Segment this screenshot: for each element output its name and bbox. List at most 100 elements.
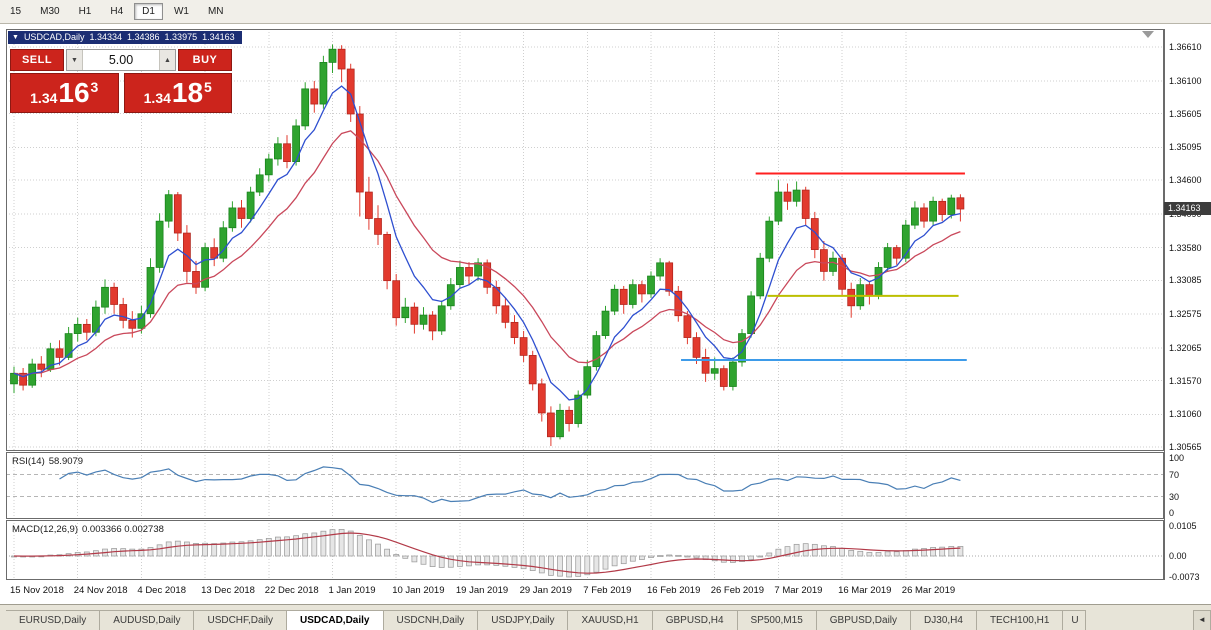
chart-tab-xauusd-h1[interactable]: XAUUSD,H1 [567, 610, 653, 630]
macd-histogram [11, 529, 964, 578]
sell-price-point: 3 [90, 79, 99, 95]
time-axis-label: 29 Jan 2019 [519, 585, 572, 596]
timeframe-button-h4[interactable]: H4 [102, 3, 131, 20]
ohlc-close: 1.34163 [202, 32, 235, 42]
rsi-name: RSI(14) [12, 456, 45, 467]
macd-label: MACD(12,26,9) 0.003366 0.002738 [12, 524, 168, 535]
chart-tab-bar: EURUSD,Daily AUDUSD,Daily USDCHF,Daily USDC… [0, 604, 1211, 630]
ma-fast-line [13, 85, 961, 401]
time-axis-label: 26 Mar 2019 [901, 585, 956, 596]
rsi-label: RSI(14) 58.9079 [12, 456, 87, 467]
macd-scale-label: 0.0105 [1169, 521, 1197, 531]
price-scale-label: 1.30565 [1169, 442, 1202, 453]
price-scale-label: 1.32575 [1169, 309, 1202, 320]
macd-values: 0.003366 0.002738 [82, 524, 164, 535]
price-scale-label: 1.32065 [1169, 342, 1202, 353]
rsi-line [59, 466, 961, 504]
rsi-scale-label: 100 [1169, 453, 1185, 463]
time-axis-label: 16 Feb 2019 [647, 585, 701, 596]
chart-tab-audusd-daily[interactable]: AUDUSD,Daily [99, 610, 195, 630]
time-axis-label: 19 Jan 2019 [455, 585, 509, 596]
buy-price-display[interactable]: 1.34 18 5 [123, 73, 232, 113]
ohlc-high: 1.34386 [127, 32, 160, 42]
rsi-scale-label: 30 [1169, 491, 1180, 502]
chart-tab-gbpusd-h4[interactable]: GBPUSD,H4 [651, 610, 738, 630]
timeframe-button-m30[interactable]: M30 [32, 3, 67, 20]
current-price-badge: 1.34163 [1164, 202, 1211, 216]
time-axis[interactable]: 15 Nov 2018 24 Nov 2018 4 Dec 2018 13 Dec 2… [0, 581, 1211, 603]
sell-button[interactable]: SELL [10, 49, 64, 71]
time-axis-label: 15 Nov 2018 [10, 585, 64, 596]
price-scale-label: 1.34600 [1169, 175, 1202, 186]
rsi-value: 58.9079 [48, 456, 84, 467]
rsi-scale-label: 0 [1169, 508, 1175, 518]
chart-title-bar: ▼ USDCAD,Daily 1.34334 1.34386 1.33975 1… [8, 31, 242, 44]
sell-price-display[interactable]: 1.34 16 3 [10, 73, 119, 113]
chart-tab-usdcnh-daily[interactable]: USDCNH,Daily [382, 610, 479, 630]
ohlc-open: 1.34334 [89, 32, 122, 42]
time-axis-label: 7 Feb 2019 [583, 585, 632, 596]
timeframe-button-d1[interactable]: D1 [134, 3, 163, 20]
chart-tab-u[interactable]: U [1062, 610, 1087, 630]
timeframe-button-mn[interactable]: MN [200, 3, 232, 20]
buy-price-prefix: 1.34 [143, 89, 171, 106]
volume-control: ▼ 5.00 ▲ [66, 49, 176, 71]
chart-symbol-period: USDCAD,Daily [23, 32, 85, 42]
price-scale-label: 1.36610 [1169, 42, 1202, 53]
chart-tab-sp500-m15[interactable]: SP500,M15 [736, 610, 817, 630]
chart-shift-marker [1142, 31, 1154, 38]
time-axis-label: 7 Mar 2019 [774, 585, 823, 596]
macd-scale-label: -0.0073 [1169, 571, 1200, 582]
ma-slow-line [13, 130, 961, 376]
time-axis-label: 22 Dec 2018 [264, 585, 319, 596]
chart-tab-usdchf-daily[interactable]: USDCHF,Daily [193, 610, 288, 630]
price-scale-label: 1.33580 [1169, 242, 1202, 253]
arrow-left-icon: ◄ [1198, 615, 1206, 624]
volume-input[interactable]: 5.00 [108, 53, 134, 67]
timeframe-button-15[interactable]: 15 [2, 3, 29, 20]
ohlc-low: 1.33975 [164, 32, 198, 42]
timeframe-button-h1[interactable]: H1 [71, 3, 100, 20]
volume-decrease-button[interactable]: ▼ [67, 50, 83, 70]
chart-tab-usdcad-daily[interactable]: USDCAD,Daily [286, 610, 384, 630]
arrow-down-icon: ▼ [71, 56, 78, 64]
time-axis-label: 13 Dec 2018 [201, 585, 255, 596]
arrow-up-icon: ▲ [164, 56, 171, 64]
price-scale-label: 1.31570 [1169, 375, 1202, 386]
tab-scroll-left-button[interactable]: ◄ [1193, 610, 1211, 630]
time-axis-label: 4 Dec 2018 [137, 585, 186, 596]
price-scale-label: 1.35605 [1169, 108, 1202, 119]
timeframe-toolbar: 15 M30 H1 H4 D1 W1 MN [0, 0, 1211, 24]
time-axis-label: 1 Jan 2019 [328, 585, 376, 596]
macd-name: MACD(12,26,9) [12, 524, 78, 535]
price-scale-label: 1.36100 [1169, 75, 1202, 86]
time-axis-label: 10 Jan 2019 [392, 585, 445, 596]
macd-indicator-pane[interactable] [6, 520, 1164, 580]
one-click-trading-panel: SELL ▼ 5.00 ▲ BUY 1.34 16 3 1.34 18 5 [10, 49, 232, 113]
sell-price-pips: 16 [58, 77, 90, 108]
rsi-indicator-pane[interactable] [6, 452, 1164, 519]
price-scale-label: 1.35095 [1169, 142, 1202, 153]
price-scale-label: 1.33085 [1169, 275, 1202, 286]
chart-tab-gbpusd-daily[interactable]: GBPUSD,Daily [815, 610, 912, 630]
chart-tab-dj30-h4[interactable]: DJ30,H4 [910, 610, 977, 630]
volume-increase-button[interactable]: ▲ [159, 50, 175, 70]
price-scale-label: 1.31060 [1169, 409, 1202, 420]
price-scale[interactable]: 1.366101.361001.356051.350951.346001.340… [1164, 29, 1211, 582]
time-axis-label: 16 Mar 2019 [838, 585, 892, 596]
time-axis-label: 26 Feb 2019 [710, 585, 765, 596]
chart-tab-tech100-h1[interactable]: TECH100,H1 [975, 610, 1064, 630]
tab-strip: EURUSD,Daily AUDUSD,Daily USDCHF,Daily USDC… [6, 610, 1193, 630]
timeframe-button-w1[interactable]: W1 [166, 3, 197, 20]
chevron-down-icon[interactable]: ▼ [12, 34, 19, 41]
macd-signal-line [13, 532, 961, 574]
chart-tab-usdjpy-daily[interactable]: USDJPY,Daily [477, 610, 569, 630]
buy-price-pips: 18 [171, 77, 204, 108]
sell-price-prefix: 1.34 [30, 89, 58, 106]
chart-tab-eurusd-daily[interactable]: EURUSD,Daily [6, 610, 101, 630]
macd-scale-label: 0.00 [1169, 551, 1187, 561]
time-axis-label: 24 Nov 2018 [73, 585, 128, 596]
buy-button[interactable]: BUY [178, 49, 232, 71]
buy-price-point: 5 [204, 79, 212, 95]
